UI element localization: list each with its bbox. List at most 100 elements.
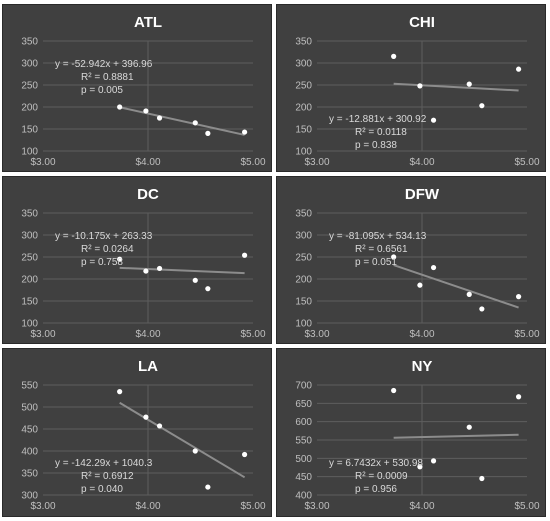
y-tick-label: 200 (21, 275, 38, 286)
regression-annotation: R² = 0.0118 (355, 127, 407, 138)
regression-annotation: R² = 0.6561 (355, 244, 408, 255)
chart-title: ATL (134, 14, 162, 31)
x-tick-label: $3.00 (30, 157, 55, 168)
x-tick-label: $4.00 (409, 329, 434, 340)
chart-panel-chi: 100 150 200 250 300 350 $3.00 $4.00 $5.00 CHI y = … (276, 4, 546, 172)
x-tick-label: $3.00 (304, 501, 329, 512)
y-tick-label: 250 (21, 253, 38, 264)
data-point (205, 286, 211, 292)
data-point (192, 120, 198, 126)
regression-annotation: R² = 0.6912 (81, 471, 134, 482)
trendline (119, 266, 245, 275)
data-point (156, 423, 163, 429)
y-tick-label: 550 (295, 436, 312, 447)
x-tick-label: $5.00 (240, 501, 265, 512)
regression-annotation: y = -81.095x + 534.13 (329, 231, 427, 242)
y-tick-label: 300 (21, 491, 38, 502)
data-point (242, 451, 248, 458)
data-point (242, 252, 248, 258)
data-point (242, 129, 248, 135)
chart-dc: 100 150 200 250 300 350 $3.00 $4.00 $5.00 DC y = -… (21, 186, 266, 340)
x-tick-label: $3.00 (304, 329, 329, 340)
data-point (205, 484, 211, 490)
y-tick-label: 500 (21, 403, 38, 414)
y-tick-label: 100 (21, 147, 38, 158)
y-tick-label: 200 (21, 103, 38, 114)
x-tick-label: $5.00 (514, 501, 539, 512)
chart-chi: 100 150 200 250 300 350 $3.00 $4.00 $5.00 CHI y = … (295, 14, 540, 168)
data-point (192, 277, 198, 283)
data-point (479, 475, 485, 482)
chart-title: DFW (405, 186, 440, 203)
y-tick-label: 500 (295, 454, 312, 465)
data-point (391, 53, 397, 60)
chart-title: NY (412, 358, 433, 375)
x-tick-label: $4.00 (409, 157, 434, 168)
y-tick-label: 300 (295, 231, 312, 242)
y-tick-label: 350 (21, 209, 38, 220)
y-tick-label: 200 (295, 275, 312, 286)
data-point (430, 458, 437, 464)
data-point (466, 81, 472, 87)
x-tick-label: $4.00 (135, 329, 160, 340)
data-point (466, 291, 472, 297)
data-point (156, 265, 163, 272)
y-tick-label: 200 (295, 103, 312, 114)
regression-annotation: y = 6.7432x + 530.98 (329, 458, 423, 469)
regression-annotation: p = 0.758 (81, 257, 123, 268)
y-tick-label: 250 (21, 81, 38, 92)
y-tick-label: 100 (295, 147, 312, 158)
regression-annotation: R² = 0.8881 (81, 72, 134, 83)
data-point (516, 66, 522, 72)
regression-annotation: y = -52.942x + 396.96 (55, 59, 153, 70)
data-point (430, 117, 437, 123)
regression-annotation: R² = 0.0264 (81, 244, 134, 255)
regression-annotation: y = -10.175x + 263.33 (55, 231, 153, 242)
chart-title: CHI (409, 14, 435, 31)
data-point (417, 282, 423, 288)
data-point (205, 130, 211, 136)
regression-annotation: p = 0.005 (81, 85, 123, 96)
y-tick-label: 150 (21, 125, 38, 136)
y-tick-label: 350 (21, 37, 38, 48)
trendline (119, 106, 245, 136)
y-tick-label: 350 (295, 209, 312, 220)
regression-annotation: p = 0.838 (355, 140, 397, 151)
y-tick-label: 350 (295, 37, 312, 48)
chart-panel-atl: 100 150 200 250 300 350 $3.00 $4.00 $5.00 ATL y = … (2, 4, 272, 172)
chart-panel-ny: 400 450 500 550 600 650 700 $3.00 $4.00 $5.00 NY y … (276, 348, 546, 517)
data-point (466, 424, 472, 430)
y-tick-label: 300 (295, 59, 312, 70)
y-tick-label: 400 (295, 491, 312, 502)
chart-panel-dfw: 100 150 200 250 300 350 $3.00 $4.00 $5.00 DFW y = … (276, 176, 546, 344)
y-tick-label: 250 (295, 253, 312, 264)
data-point (417, 464, 423, 470)
x-tick-label: $5.00 (514, 329, 539, 340)
chart-title: LA (138, 358, 158, 375)
x-tick-label: $5.00 (240, 157, 265, 168)
y-tick-label: 400 (21, 447, 38, 458)
data-point (430, 264, 437, 271)
data-point (117, 104, 123, 110)
y-tick-label: 250 (295, 81, 312, 92)
data-point (143, 108, 149, 114)
trendline (393, 82, 519, 92)
x-tick-label: $3.00 (304, 157, 329, 168)
x-tick-label: $5.00 (514, 157, 539, 168)
data-point (143, 414, 149, 420)
data-point (117, 389, 123, 395)
regression-annotation: p = 0.040 (81, 484, 123, 495)
x-tick-label: $3.00 (30, 329, 55, 340)
y-tick-label: 100 (295, 319, 312, 330)
x-tick-label: $4.00 (135, 501, 160, 512)
chart-ny: 400 450 500 550 600 650 700 $3.00 $4.00 $5.00 NY y … (295, 358, 540, 512)
y-tick-label: 300 (21, 59, 38, 70)
data-point (417, 83, 423, 89)
chart-la: 300 350 400 450 500 550 $3.00 $4.00 $5.00 LA y = -… (21, 358, 266, 512)
y-tick-label: 450 (21, 425, 38, 436)
chart-atl: 100 150 200 250 300 350 $3.00 $4.00 $5.00 ATL y = … (21, 14, 266, 168)
regression-annotation: y = -142.29x + 1040.3 (55, 458, 153, 469)
x-tick-label: $4.00 (409, 501, 434, 512)
y-tick-label: 700 (295, 381, 312, 392)
